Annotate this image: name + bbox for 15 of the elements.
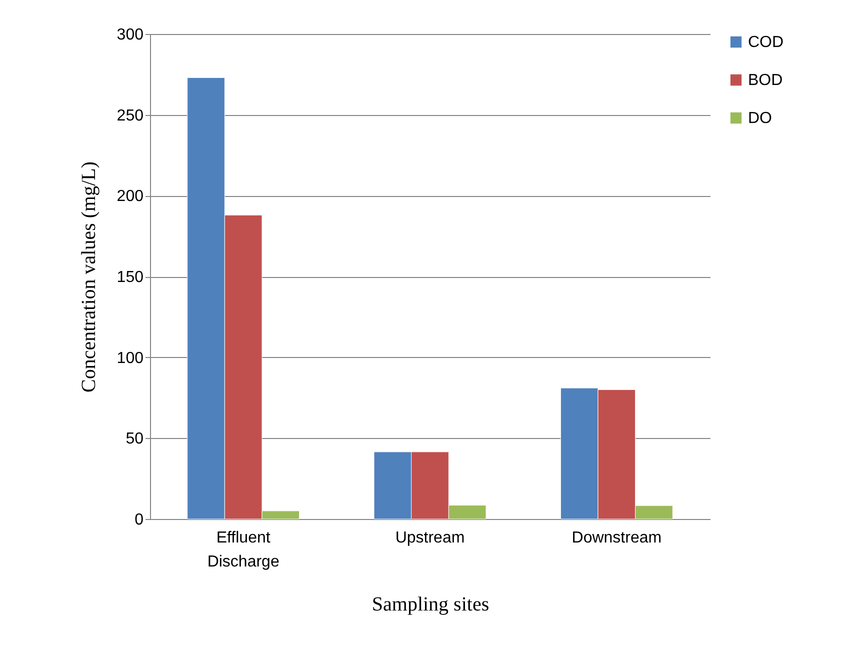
y-tick-label: 200 bbox=[116, 188, 144, 206]
y-tick-label: 300 bbox=[116, 26, 144, 44]
x-tick-label: Upstream bbox=[395, 530, 465, 546]
legend-label: COD bbox=[748, 34, 784, 51]
y-tick-label: 150 bbox=[116, 269, 144, 286]
y-tick-label: 100 bbox=[116, 350, 144, 367]
y-tick-label: 250 bbox=[116, 107, 144, 124]
x-tick-label: Effluent Discharge bbox=[207, 530, 280, 570]
legend-label: BOD bbox=[748, 72, 783, 89]
y-axis-title: Concentration values (mg/L) bbox=[78, 161, 100, 393]
y-tick-label: 0 bbox=[134, 512, 144, 528]
y-tick-label: 50 bbox=[126, 430, 144, 448]
x-tick-label: Downstream bbox=[572, 530, 662, 546]
legend-label: DO bbox=[748, 110, 772, 127]
x-axis-title: Sampling sites bbox=[372, 594, 490, 616]
